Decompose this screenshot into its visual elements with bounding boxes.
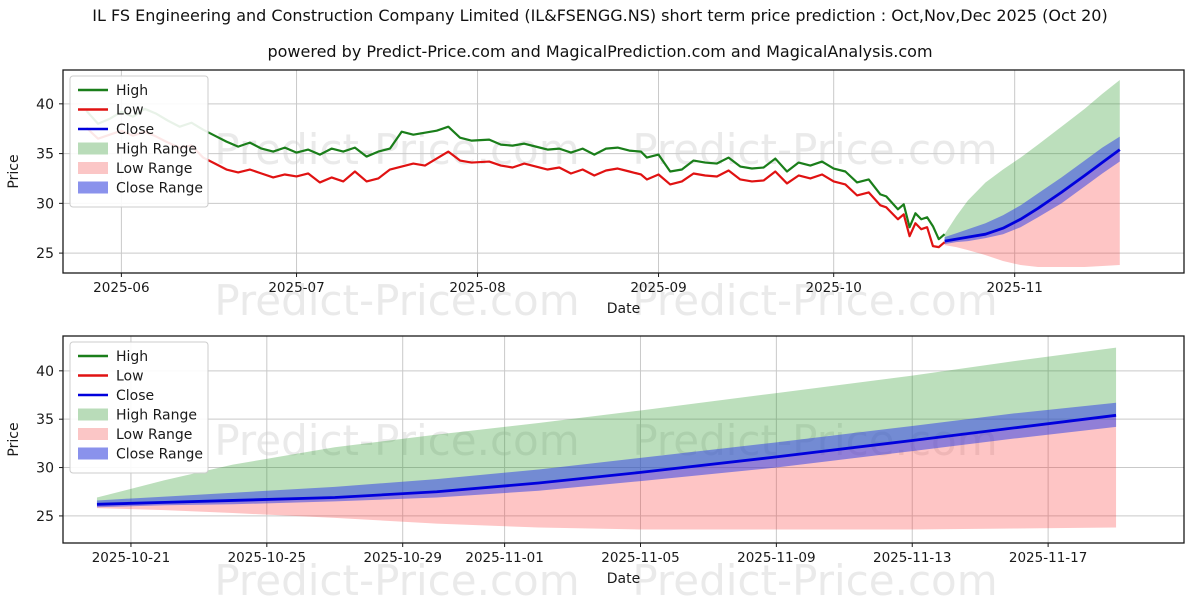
close-range-band — [944, 136, 1120, 245]
watermark-text: Predict-Price.com — [632, 276, 997, 325]
watermark-text: Predict-Price.com — [632, 125, 997, 174]
legend-item-label: High — [116, 349, 148, 365]
close-range-band — [96, 402, 1117, 508]
y-axis-label: Price — [6, 154, 22, 188]
low-range-band — [96, 415, 1117, 530]
legend: High Low Close High Range Low Range Close Ran… — [69, 75, 209, 208]
legend-swatch-fill — [78, 408, 108, 421]
legend-item-label: Low — [116, 369, 144, 385]
plot-border — [62, 69, 1185, 274]
legend-item-label: High Range — [116, 408, 197, 424]
legend: High Low Close High Range Low Range Close Ran… — [69, 341, 209, 474]
x-tick-label: 2025-06 — [93, 280, 149, 296]
legend-item-label: Close — [116, 122, 154, 138]
legend-swatch-fill — [78, 181, 108, 194]
watermark-text: Predict-Price.com — [214, 416, 579, 465]
x-tick-label: 2025-11-01 — [465, 550, 543, 566]
legend-swatch-fill — [78, 162, 108, 174]
x-tick-label: 2025-10-25 — [228, 550, 306, 566]
y-tick-label: 25 — [36, 509, 54, 525]
y-tick-label: 35 — [36, 147, 54, 163]
legend-item-label: Close Range — [116, 181, 203, 197]
low-line — [85, 126, 946, 249]
x-tick-label: 2025-11-09 — [737, 550, 815, 566]
watermark-text: Predict-Price.com — [632, 556, 997, 600]
y-tick-label: 30 — [36, 461, 54, 477]
legend-item-label: Low — [116, 103, 144, 119]
legend-item-label: High — [116, 83, 148, 99]
y-tick-label: 40 — [36, 364, 54, 380]
x-tick-label: 2025-11-05 — [601, 550, 679, 566]
x-tick-label: 2025-08 — [449, 280, 505, 296]
x-tick-label: 2025-09 — [630, 280, 686, 296]
chart-subtitle: powered by Predict-Price.com and Magical… — [267, 42, 933, 61]
x-tick-label: 2025-07 — [268, 280, 324, 296]
y-tick-label: 25 — [36, 246, 54, 262]
x-tick-label: 2025-10-29 — [363, 550, 441, 566]
high-line — [85, 107, 946, 241]
legend-item-label: Low Range — [116, 427, 192, 443]
x-tick-label: 2025-10-21 — [92, 550, 170, 566]
close-forecast-line — [96, 413, 1117, 506]
legend-item-label: Low Range — [116, 161, 192, 177]
x-tick-label: 2025-10 — [805, 280, 861, 296]
high-range-band — [944, 79, 1120, 242]
watermark-text: Predict-Price.com — [214, 556, 579, 600]
x-axis-label: Date — [607, 301, 640, 317]
y-tick-label: 35 — [36, 412, 54, 428]
watermark-text: Predict-Price.com — [214, 276, 579, 325]
chart-title: IL FS Engineering and Construction Compa… — [92, 6, 1108, 25]
plot-border — [62, 335, 1185, 544]
legend-swatch-fill — [78, 142, 108, 155]
y-tick-label: 40 — [36, 97, 54, 113]
legend-item-label: Close — [116, 388, 154, 404]
low-range-band — [944, 149, 1120, 268]
y-tick-label: 30 — [36, 196, 54, 212]
legend-swatch-fill — [78, 428, 108, 440]
x-tick-label: 2025-11 — [986, 280, 1042, 296]
high-range-band — [96, 347, 1117, 505]
x-axis-label: Date — [607, 571, 640, 587]
legend-item-label: Close Range — [116, 447, 203, 463]
y-axis-label: Price — [6, 422, 22, 456]
main-chart: 2025-06 2025-07 2025-08 2025-09 2025-10 2025-… — [6, 69, 1185, 317]
x-tick-label: 2025-11-17 — [1009, 550, 1087, 566]
x-tick-label: 2025-11-13 — [873, 550, 951, 566]
legend-item-label: High Range — [116, 142, 197, 158]
legend-swatch-fill — [78, 447, 108, 460]
zoom-chart: 2025-10-21 2025-10-25 2025-10-29 2025-11-01… — [6, 335, 1185, 587]
close-forecast-line — [944, 148, 1121, 243]
